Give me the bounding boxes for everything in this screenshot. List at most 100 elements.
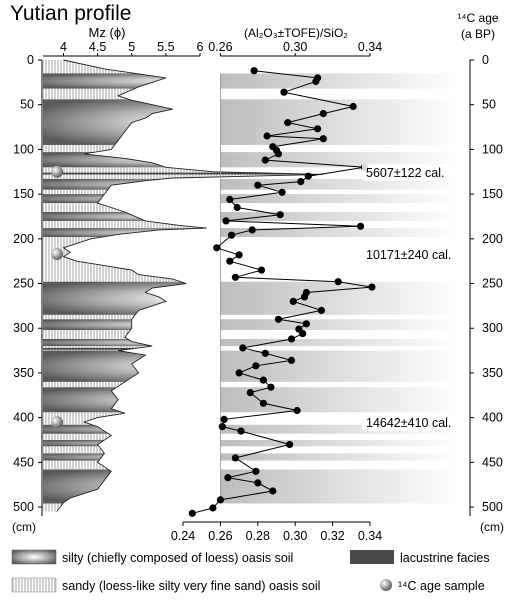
- ratio-point-23: [357, 222, 365, 230]
- ratio-point-53: [218, 423, 226, 431]
- ratio-bottom-tick-label-3: 0.30: [283, 529, 307, 543]
- ratio-point-57: [252, 467, 260, 475]
- sandy-layer-13: [43, 433, 323, 440]
- mz-tick-label-0: 4: [60, 40, 67, 54]
- depth-left-tick-label-1: 50: [20, 98, 34, 112]
- ratio-band-15: [220, 469, 458, 504]
- lacustrine-layer-1: [43, 347, 323, 350]
- age-label-1: 10171±240 cal.: [366, 248, 451, 262]
- ratio-point-59: [254, 479, 262, 487]
- ratio-point-47: [259, 376, 267, 384]
- depth-left-tick-label-9: 450: [13, 455, 34, 469]
- ratio-point-55: [286, 440, 294, 449]
- ratio-point-2: [312, 77, 320, 86]
- ratio-band-7: [220, 281, 458, 315]
- ratio-bottom-axis: 0.24 0.26 0.28 0.30 0.32 0.34: [171, 521, 382, 543]
- ratio-point-26: [213, 244, 221, 252]
- age-sample-marker-0: [51, 165, 63, 178]
- ratio-point-13: [261, 156, 269, 164]
- ratio-point-29: [257, 266, 266, 274]
- ratio-point-60: [269, 487, 277, 495]
- ratio-bottom-tick-label-1: 0.26: [208, 529, 232, 543]
- ratio-point-41: [287, 335, 296, 343]
- sandy-layer-14: [43, 446, 323, 454]
- legend-label-lacustrine: lacustrine facies: [400, 551, 490, 565]
- ratio-point-35: [289, 297, 297, 305]
- age-label-bg-2: [362, 414, 468, 432]
- ratio-point-48: [267, 383, 275, 391]
- ratio-point-12: [274, 150, 282, 158]
- ratio-band-14: [220, 453, 458, 461]
- depth-left-tick-label-7: 350: [13, 366, 34, 380]
- depth-left-tick-label-2: 100: [13, 142, 34, 156]
- depth-left-tick-label-10: 500: [13, 500, 34, 514]
- age-axis-unit: (a BP): [461, 27, 495, 41]
- ratio-point-16: [297, 178, 305, 186]
- mz-axis-label: Mz (ϕ): [89, 25, 126, 40]
- age-label-2: 14642±410 cal.: [366, 416, 451, 430]
- ratio-point-61: [216, 496, 224, 504]
- depth-right-tick-label-2: 100: [482, 142, 503, 156]
- depth-left-tick-label-4: 200: [13, 232, 34, 246]
- depth-left-tick-label-6: 300: [13, 321, 34, 335]
- mz-tick-label-2: 5: [128, 40, 135, 54]
- ratio-point-15: [304, 172, 312, 180]
- ratio-band-3: [220, 178, 458, 190]
- legend-swatch-silty: [11, 549, 57, 565]
- age-sample-marker-1: [51, 248, 63, 261]
- chart-title: Yutian profile: [10, 2, 131, 25]
- legend-swatch-sandy: [11, 577, 57, 593]
- ratio-bottom-tick-label-5: 0.34: [358, 529, 382, 543]
- ratio-bottom-tick-label-4: 0.32: [320, 529, 344, 543]
- age-label-0: 5607±122 cal.: [366, 166, 444, 180]
- ratio-bottom-tick-label-2: 0.28: [246, 529, 270, 543]
- sandy-layer-11: [43, 381, 323, 388]
- depth-right-tick-label-10: 500: [482, 500, 503, 514]
- depth-unit-label: (cm): [12, 520, 36, 534]
- ratio-axis-label: (Al₂O₃±TOFE)/SiO₂: [244, 26, 348, 40]
- ratio-band-13: [220, 440, 458, 447]
- depth-right-tick-label-3: 150: [482, 187, 503, 201]
- ratio-point-9: [319, 135, 327, 143]
- ratio-point-20: [233, 203, 241, 212]
- depth-left-tick-label-3: 150: [13, 187, 34, 201]
- ratio-point-46: [235, 369, 243, 377]
- ratio-top-tick-label-1: 0.30: [283, 40, 307, 54]
- age-sample-marker-2: [51, 416, 63, 429]
- depth-right-tick-label-1: 50: [482, 98, 496, 112]
- depth-axis-right: 0 50 100 150 200 250 300 350 400 450 500: [469, 53, 503, 516]
- ratio-point-30: [231, 273, 239, 281]
- age-label-bg-0: [362, 163, 468, 181]
- ratio-point-8: [263, 132, 271, 140]
- depth-axis-left: 0 50 100 150 200 250 300 350 400 450 500: [13, 53, 43, 516]
- ratio-point-34: [300, 293, 309, 301]
- mz-axis: 4 4.5 5 5.5 6: [43, 40, 204, 57]
- mz-tick-label-3: 5.5: [157, 40, 174, 54]
- depth-left-tick-label-0: 0: [27, 53, 34, 67]
- ratio-point-31: [334, 278, 342, 286]
- ratio-band-9: [220, 338, 458, 347]
- depth-right-tick-label-0: 0: [482, 53, 489, 67]
- ratio-point-63: [188, 509, 196, 517]
- sandy-layer-7: [43, 237, 323, 282]
- age-label-bg-1: [362, 246, 468, 264]
- ratio-top-axis: 0.26 0.30 0.34: [208, 40, 382, 57]
- ratio-band-11: [220, 387, 458, 413]
- age-axis-label: ¹⁴C age: [457, 11, 499, 25]
- ratio-band-12: [220, 424, 458, 434]
- ratio-point-18: [278, 188, 286, 196]
- depth-unit-label-right: (cm): [480, 520, 504, 534]
- sandy-layer-4: [43, 189, 323, 195]
- depth-left-tick-label-8: 400: [13, 411, 34, 425]
- legend-label-sandy: sandy (loess-like silty very fine sand) …: [62, 579, 320, 593]
- grain-size-curve: [51, 59, 323, 512]
- ratio-point-62: [209, 504, 217, 512]
- ratio-point-22: [222, 217, 230, 225]
- ratio-point-3: [280, 88, 288, 96]
- ratio-top-tick-label-0: 0.26: [208, 40, 232, 54]
- ratio-point-49: [246, 389, 254, 397]
- ratio-point-21: [276, 211, 284, 219]
- ratio-band-10: [220, 350, 458, 382]
- ratio-point-4: [349, 102, 357, 111]
